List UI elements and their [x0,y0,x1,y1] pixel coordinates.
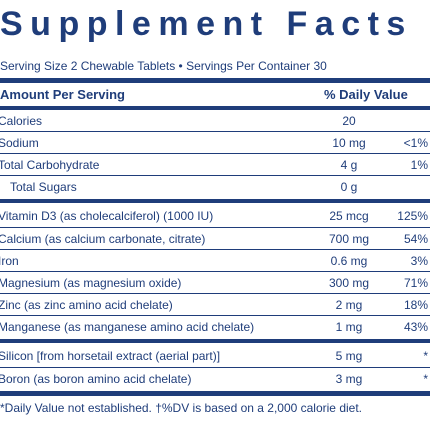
nutrient-daily-value: 3% [410,254,428,268]
row-divider [0,367,430,368]
nutrient-row: Magnesium (as magnesium oxide) 300 mg 71… [0,272,430,294]
nutrient-daily-value: 125% [397,209,428,223]
nutrient-name: Total Carbohydrate [0,158,100,172]
amount-per-serving-label: Amount Per Serving [0,87,125,102]
nutrient-amount: 5 mg [335,349,363,363]
nutrient-name: Calories [0,114,43,128]
nutrient-amount: 3 mg [335,372,363,386]
daily-value-label: % Daily Value [324,87,408,102]
nutrient-row: Zinc (as zinc amino acid chelate) 2 mg 1… [0,294,430,316]
divider-thick [0,78,430,83]
nutrient-daily-value: 71% [403,276,428,290]
column-header: Amount Per Serving % Daily Value [0,84,430,106]
nutrient-daily-value: 18% [403,298,428,312]
row-divider [0,227,430,228]
nutrient-amount: 300 mg [328,276,370,290]
nutrient-row: Manganese (as manganese amino acid chela… [0,316,430,338]
nutrient-daily-value: 1% [410,158,428,172]
nutrient-name: Boron (as boron amino acid chelate) [0,372,192,386]
nutrient-row: Total Sugars 0 g [0,176,430,198]
nutrient-row: Boron (as boron amino acid chelate) 3 mg… [0,368,430,390]
nutrient-amount: 0 g [340,180,358,194]
nutrient-name: Silicon [from horsetail extract (aerial … [0,349,221,363]
nutrient-row: Total Carbohydrate 4 g 1% [0,154,430,176]
nutrient-amount: 700 mg [328,232,370,246]
nutrient-amount: 1 mg [335,320,363,334]
divider-thick [0,391,430,396]
nutrient-name: Magnesium (as magnesium oxide) [0,276,182,290]
row-divider [0,249,430,250]
row-divider [0,315,430,316]
nutrient-row: Calcium (as calcium carbonate, citrate) … [0,228,430,250]
row-divider [0,175,430,176]
nutrient-daily-value: * [423,372,428,386]
nutrient-amount: 4 g [340,158,358,172]
nutrient-amount: 0.6 mg [330,254,368,268]
divider-medium [0,106,430,110]
nutrient-name: Calcium (as calcium carbonate, citrate) [0,232,206,246]
row-divider [0,131,430,132]
nutrient-daily-value: * [423,349,428,363]
nutrient-daily-value: 43% [403,320,428,334]
serving-info: Serving Size 2 Chewable Tablets • Servin… [0,59,327,73]
nutrient-name: Iron [0,254,19,268]
nutrient-name: Sodium [0,136,39,150]
nutrient-amount: 2 mg [335,298,363,312]
nutrient-amount: 10 mg [332,136,366,150]
nutrient-row: Iron 0.6 mg 3% [0,250,430,272]
nutrient-amount: 25 mcg [329,209,369,223]
panel-title: Supplement Facts [0,5,413,43]
divider-medium [0,339,430,343]
divider-medium [0,199,430,203]
nutrient-row: Sodium 10 mg <1% [0,132,430,154]
nutrient-amount: 20 [342,114,356,128]
nutrient-row: Silicon [from horsetail extract (aerial … [0,345,430,367]
nutrient-name: Total Sugars [10,180,77,194]
row-divider [0,271,430,272]
nutrient-row: Calories 20 [0,110,430,132]
footnote: *Daily Value not established. †%DV is ba… [0,401,362,415]
nutrient-name: Zinc (as zinc amino acid chelate) [0,298,173,312]
nutrient-name: Manganese (as manganese amino acid chela… [0,320,255,334]
row-divider [0,293,430,294]
row-divider [0,153,430,154]
nutrient-daily-value: 54% [403,232,428,246]
nutrient-name: Vitamin D3 (as cholecalciferol) (1000 IU… [0,209,214,223]
nutrient-daily-value: <1% [403,136,428,150]
nutrient-row: Vitamin D3 (as cholecalciferol) (1000 IU… [0,205,430,227]
